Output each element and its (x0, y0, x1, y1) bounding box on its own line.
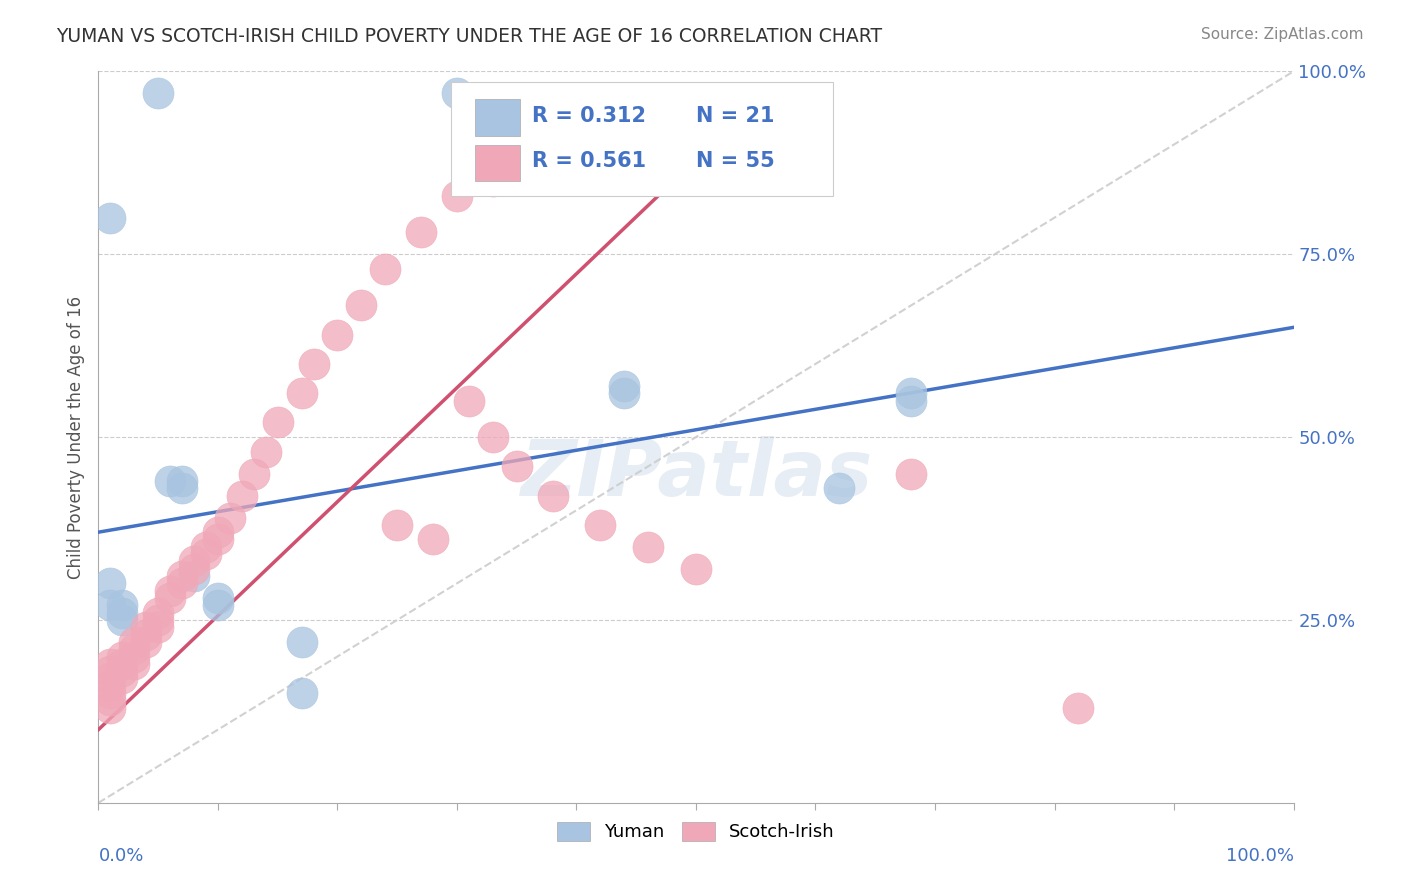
Point (135, 620, 157, 634)
Point (98, 664, 122, 678)
FancyBboxPatch shape (451, 82, 834, 195)
Point (267, 416, 290, 430)
Point (124, 635, 146, 649)
Point (111, 649, 134, 664)
Point (207, 533, 229, 547)
Point (637, 540, 659, 554)
Point (148, 606, 170, 620)
Point (613, 386, 636, 401)
Point (900, 467, 922, 481)
Text: 0.0%: 0.0% (98, 847, 143, 864)
Point (422, 533, 444, 547)
Point (148, 620, 170, 634)
Point (111, 599, 134, 613)
Point (98, 657, 122, 671)
Point (98, 693, 122, 707)
Point (291, 635, 314, 649)
Point (98, 211, 122, 225)
Point (124, 642, 146, 657)
Point (172, 569, 194, 583)
Point (613, 379, 636, 393)
Point (148, 87, 170, 101)
Point (135, 635, 157, 649)
Point (172, 474, 194, 488)
FancyBboxPatch shape (475, 99, 520, 136)
Point (900, 386, 922, 401)
Text: YUMAN VS SCOTCH-IRISH CHILD POVERTY UNDER THE AGE OF 16 CORRELATION CHART: YUMAN VS SCOTCH-IRISH CHILD POVERTY UNDE… (56, 27, 883, 45)
Point (124, 657, 146, 671)
Point (828, 481, 851, 495)
Point (98, 672, 122, 686)
Point (589, 517, 612, 532)
Point (159, 474, 181, 488)
Point (243, 467, 266, 481)
Point (135, 627, 157, 641)
Point (159, 583, 181, 598)
Point (446, 87, 468, 101)
Legend: Yuman, Scotch-Irish: Yuman, Scotch-Irish (550, 814, 842, 848)
Y-axis label: Child Poverty Under the Age of 16: Child Poverty Under the Age of 16 (66, 295, 84, 579)
Point (98, 599, 122, 613)
Text: R = 0.561: R = 0.561 (533, 152, 647, 171)
Point (148, 613, 170, 627)
Point (111, 664, 134, 678)
Point (183, 569, 205, 583)
Text: ZIPatlas: ZIPatlas (520, 435, 872, 512)
Point (98, 576, 122, 591)
Point (411, 225, 433, 239)
Point (541, 489, 564, 503)
Text: Source: ZipAtlas.com: Source: ZipAtlas.com (1201, 27, 1364, 42)
Point (207, 525, 229, 540)
Point (302, 357, 325, 371)
Point (481, 430, 505, 444)
Text: N = 21: N = 21 (696, 106, 775, 126)
Point (685, 562, 707, 576)
Point (207, 599, 229, 613)
Point (207, 591, 229, 605)
FancyBboxPatch shape (475, 145, 520, 181)
Point (446, 188, 468, 202)
Point (506, 459, 529, 474)
Point (183, 562, 205, 576)
Point (111, 657, 134, 671)
Point (374, 261, 396, 276)
Point (481, 174, 505, 188)
Point (326, 327, 349, 342)
Point (98, 686, 122, 700)
Point (98, 700, 122, 714)
Point (172, 481, 194, 495)
Point (291, 686, 314, 700)
Point (219, 510, 242, 524)
Point (291, 386, 314, 401)
Point (183, 554, 205, 568)
Point (195, 540, 218, 554)
Point (111, 606, 134, 620)
Point (98, 679, 122, 693)
Point (195, 547, 218, 561)
Point (111, 672, 134, 686)
Point (350, 298, 373, 312)
Point (254, 444, 277, 458)
Point (231, 489, 253, 503)
Text: 100.0%: 100.0% (1226, 847, 1294, 864)
Point (385, 517, 409, 532)
Point (900, 393, 922, 408)
Point (172, 576, 194, 591)
Point (111, 613, 134, 627)
Point (458, 393, 481, 408)
Point (1067, 700, 1090, 714)
Text: R = 0.312: R = 0.312 (533, 106, 647, 126)
Text: N = 55: N = 55 (696, 152, 775, 171)
Point (124, 649, 146, 664)
Point (159, 591, 181, 605)
